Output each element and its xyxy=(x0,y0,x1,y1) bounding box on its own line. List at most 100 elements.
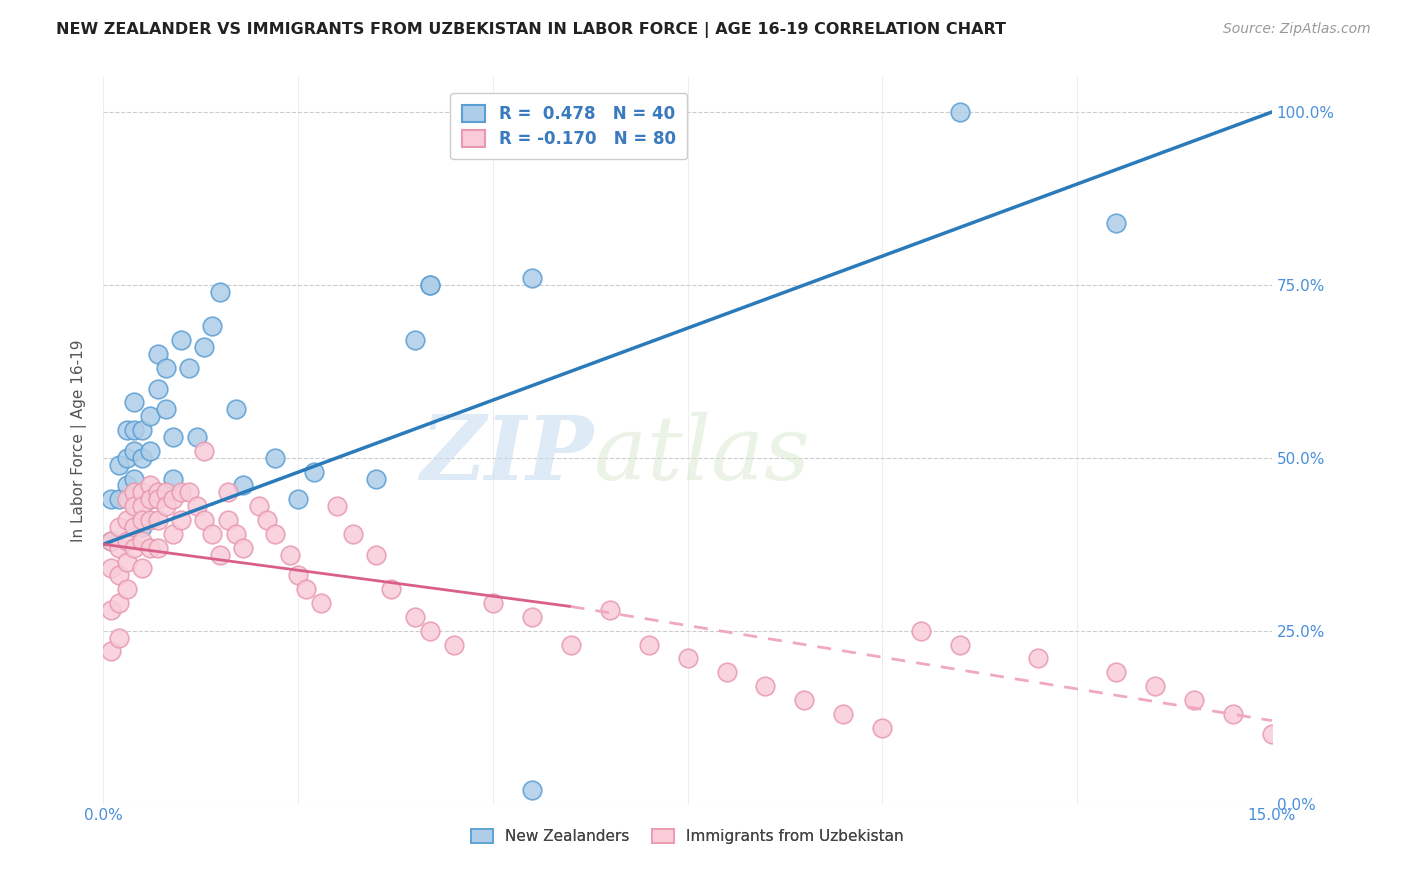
Point xyxy=(910,624,932,638)
Point xyxy=(115,478,138,492)
Point xyxy=(287,568,309,582)
Point xyxy=(124,395,146,409)
Point xyxy=(872,721,894,735)
Point xyxy=(115,450,138,465)
Point xyxy=(364,472,387,486)
Point xyxy=(155,500,177,514)
Point xyxy=(311,596,333,610)
Point xyxy=(162,472,184,486)
Point xyxy=(139,541,162,555)
Point xyxy=(124,541,146,555)
Point xyxy=(419,624,441,638)
Text: Source: ZipAtlas.com: Source: ZipAtlas.com xyxy=(1223,22,1371,37)
Point xyxy=(278,548,301,562)
Point xyxy=(1222,706,1244,721)
Point xyxy=(146,485,169,500)
Point xyxy=(115,423,138,437)
Point xyxy=(256,513,278,527)
Point xyxy=(247,500,270,514)
Point xyxy=(232,541,254,555)
Point xyxy=(419,277,441,292)
Point xyxy=(139,492,162,507)
Point xyxy=(560,638,582,652)
Point xyxy=(124,500,146,514)
Point xyxy=(107,458,129,472)
Point xyxy=(201,527,224,541)
Point xyxy=(263,527,285,541)
Point xyxy=(326,500,349,514)
Point xyxy=(186,500,208,514)
Point xyxy=(225,402,247,417)
Point xyxy=(1144,679,1167,693)
Point xyxy=(186,430,208,444)
Point xyxy=(115,582,138,597)
Point xyxy=(131,561,153,575)
Point xyxy=(637,638,659,652)
Point xyxy=(193,340,215,354)
Point xyxy=(146,492,169,507)
Point xyxy=(139,443,162,458)
Point xyxy=(146,382,169,396)
Point xyxy=(170,485,193,500)
Point xyxy=(131,520,153,534)
Point xyxy=(404,610,426,624)
Point xyxy=(100,533,122,548)
Point xyxy=(115,513,138,527)
Point xyxy=(520,610,543,624)
Point xyxy=(754,679,776,693)
Point xyxy=(131,500,153,514)
Point xyxy=(177,360,200,375)
Point xyxy=(1182,693,1205,707)
Point xyxy=(949,105,972,120)
Point xyxy=(263,450,285,465)
Point xyxy=(793,693,815,707)
Point xyxy=(146,541,169,555)
Point xyxy=(520,782,543,797)
Point xyxy=(115,492,138,507)
Point xyxy=(100,533,122,548)
Point xyxy=(107,541,129,555)
Point xyxy=(481,596,503,610)
Point xyxy=(209,548,232,562)
Point xyxy=(1026,651,1049,665)
Point xyxy=(162,430,184,444)
Point xyxy=(107,631,129,645)
Point xyxy=(107,596,129,610)
Point xyxy=(162,492,184,507)
Point xyxy=(302,465,325,479)
Point xyxy=(342,527,364,541)
Point xyxy=(1105,216,1128,230)
Point xyxy=(124,423,146,437)
Point xyxy=(115,555,138,569)
Point xyxy=(676,651,699,665)
Point xyxy=(100,492,122,507)
Point xyxy=(107,492,129,507)
Point xyxy=(1105,665,1128,680)
Point xyxy=(217,485,239,500)
Point xyxy=(217,513,239,527)
Point xyxy=(124,485,146,500)
Point xyxy=(520,271,543,285)
Point xyxy=(131,450,153,465)
Point xyxy=(364,548,387,562)
Text: NEW ZEALANDER VS IMMIGRANTS FROM UZBEKISTAN IN LABOR FORCE | AGE 16-19 CORRELATI: NEW ZEALANDER VS IMMIGRANTS FROM UZBEKIS… xyxy=(56,22,1007,38)
Point xyxy=(155,402,177,417)
Point xyxy=(443,638,465,652)
Point xyxy=(209,285,232,299)
Point xyxy=(131,533,153,548)
Point xyxy=(124,520,146,534)
Point xyxy=(193,513,215,527)
Point xyxy=(131,423,153,437)
Point xyxy=(832,706,855,721)
Point xyxy=(232,478,254,492)
Point xyxy=(193,443,215,458)
Text: atlas: atlas xyxy=(595,411,810,499)
Point xyxy=(155,360,177,375)
Point xyxy=(1261,727,1284,741)
Point xyxy=(162,527,184,541)
Point xyxy=(139,409,162,424)
Point xyxy=(949,638,972,652)
Point xyxy=(294,582,316,597)
Point xyxy=(100,603,122,617)
Point xyxy=(287,492,309,507)
